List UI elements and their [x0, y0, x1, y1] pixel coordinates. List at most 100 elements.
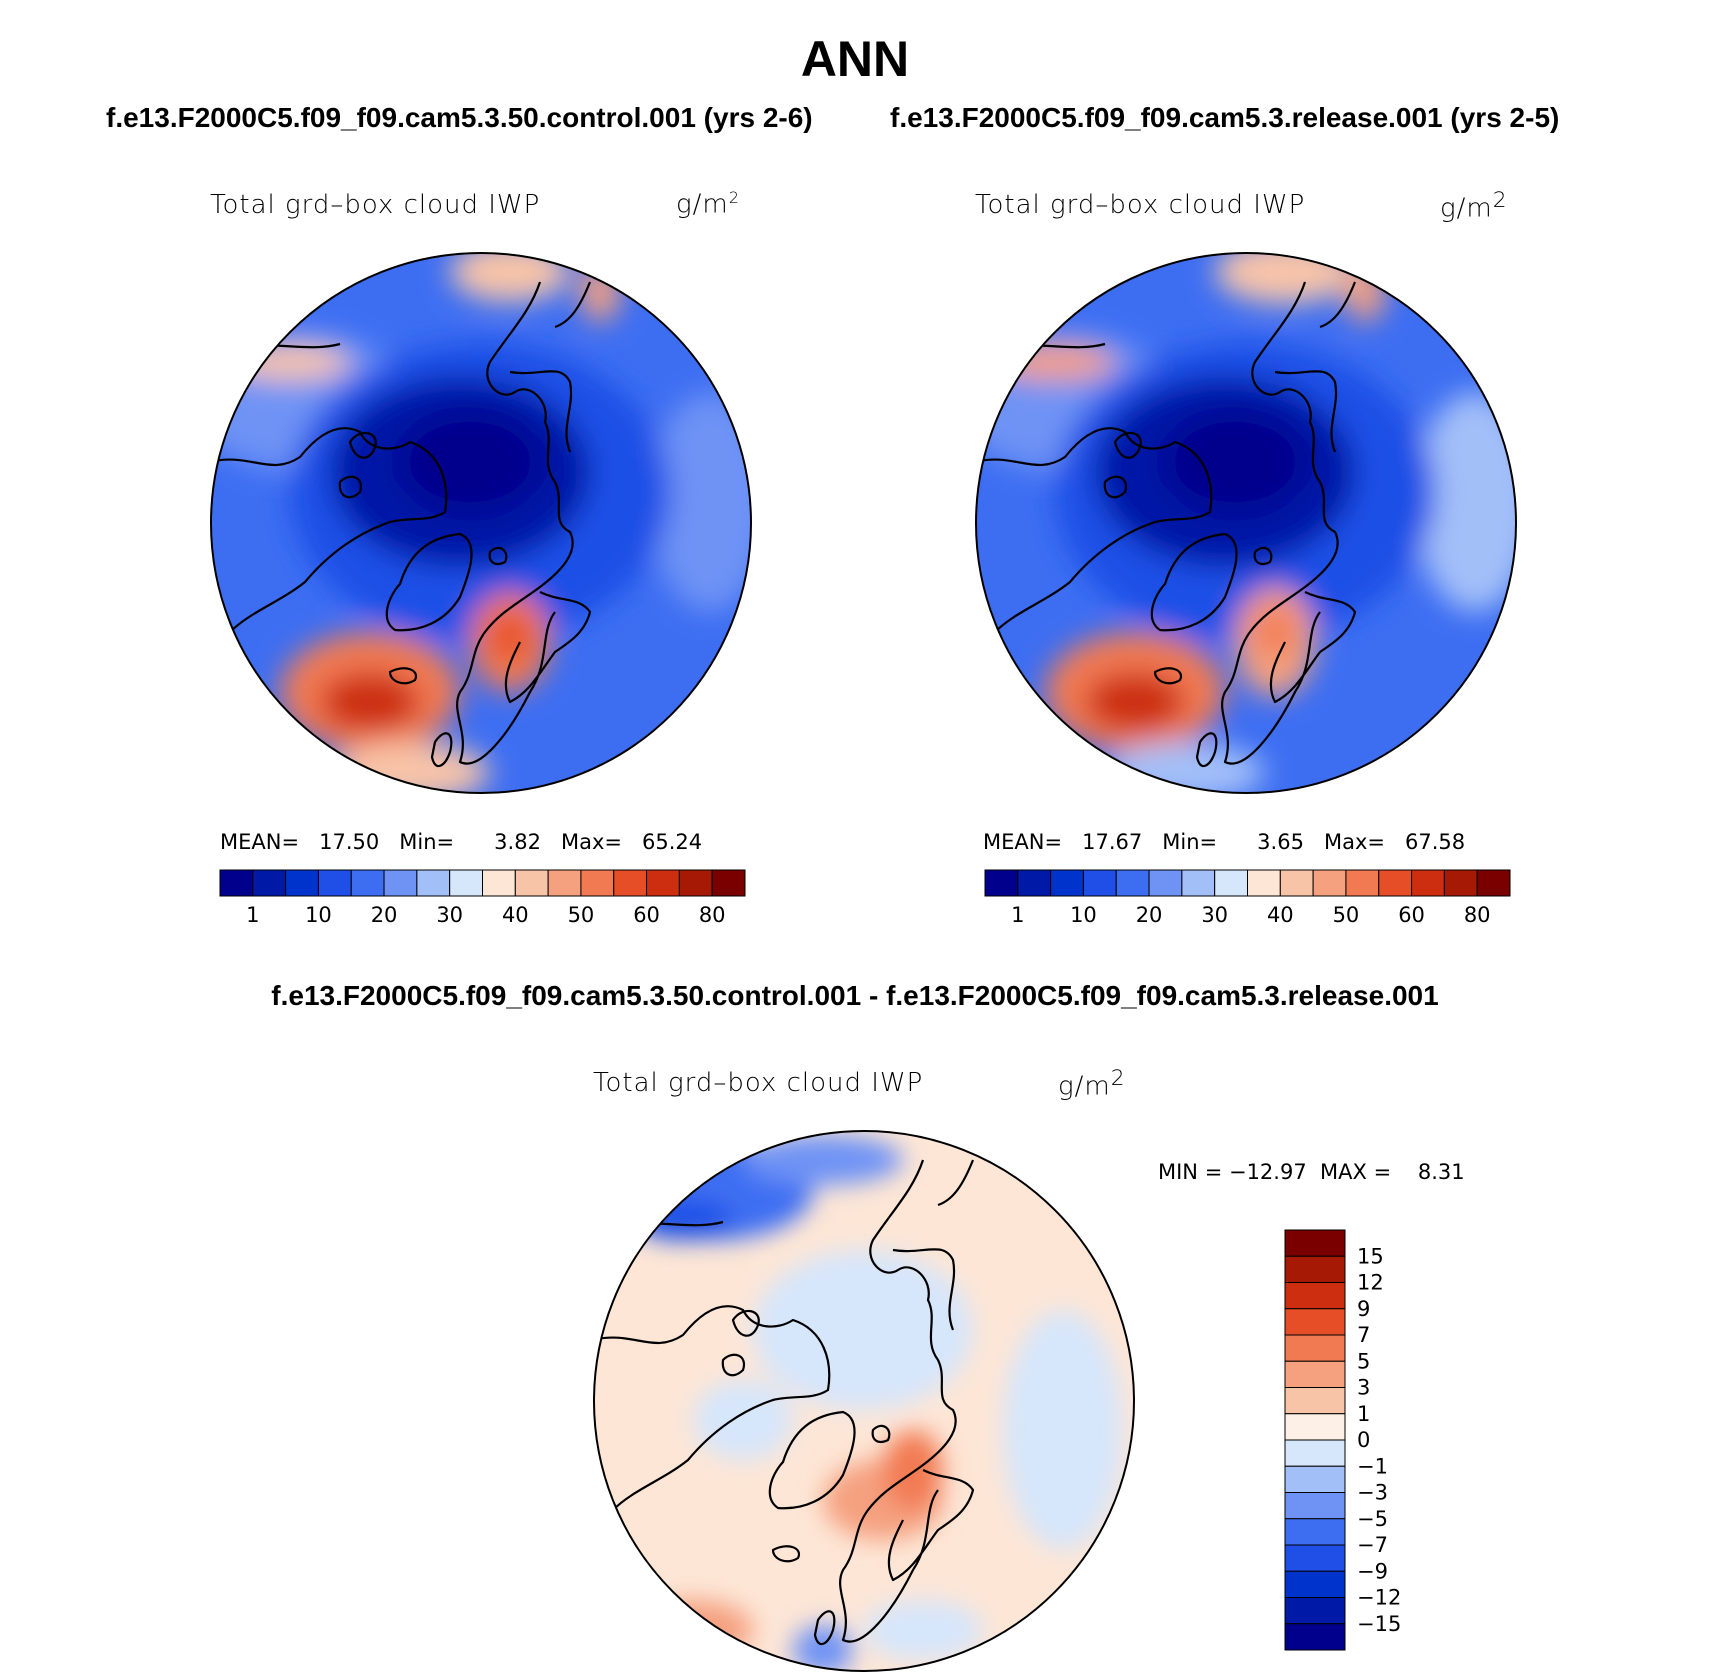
diff-colorbar-box	[1284, 1282, 1346, 1310]
right-map-iceland	[1153, 667, 1183, 685]
diff-stats: MIN = −12.97 MAX = 8.31	[1158, 1160, 1465, 1184]
diff-colorbar-tick-label: −9	[1357, 1559, 1388, 1583]
diff-map-pacific-deep	[633, 1200, 733, 1240]
left-colorbar-tick-label: 60	[633, 903, 660, 927]
left-map-greenland	[385, 532, 473, 632]
diff-colorbar-box	[1284, 1570, 1346, 1598]
right-map-eurasia	[1221, 281, 1339, 765]
diff-colorbar-box	[1284, 1387, 1346, 1415]
diff-colorbar-box	[1284, 1492, 1346, 1520]
diff-plot-units: g/m2	[1058, 1066, 1126, 1102]
right-colorbar-tick-label: 80	[1464, 903, 1491, 927]
right-colorbar-box	[1443, 869, 1478, 897]
right-map-border	[975, 252, 1517, 794]
diff-map-norway-warm	[883, 1430, 943, 1510]
left-map-arctic-deep	[400, 412, 540, 512]
left-colorbar-box	[285, 869, 319, 897]
diff-colorbar-box	[1284, 1255, 1346, 1283]
diff-map-svalbard	[871, 1424, 891, 1444]
diff-colorbar-box	[1284, 1623, 1346, 1651]
diff-colorbar-tick-label: −12	[1357, 1586, 1401, 1610]
figure-title: ANN	[800, 31, 910, 87]
diff-colorbar-box	[1284, 1334, 1346, 1362]
left-colorbar-box	[580, 869, 615, 897]
diff-map-kamchatka	[937, 1159, 975, 1207]
right-map-british-isles	[1195, 732, 1218, 768]
diff-plot-variable-label: Total grd–box cloud IWP	[593, 1068, 924, 1098]
diff-colorbar-tick-label: 9	[1357, 1297, 1370, 1321]
diff-map-scandinavia	[887, 1469, 975, 1582]
left-map-british-isles	[430, 732, 453, 768]
diff-colorbar-tick-label: −5	[1357, 1507, 1388, 1531]
right-colorbar-box	[1312, 869, 1347, 897]
right-map-atlantic-core	[1085, 672, 1185, 732]
right-colorbar-box	[984, 869, 1019, 897]
left-colorbar-box	[514, 869, 549, 897]
left-colorbar-box	[317, 869, 352, 897]
left-case-title: f.e13.F2000C5.f09_f09.cam5.3.50.control.…	[106, 102, 813, 133]
left-colorbar-box	[613, 869, 648, 897]
right-colorbar-tick-label: 10	[1070, 903, 1097, 927]
left-map-alaska-warm	[230, 344, 350, 380]
left-colorbar-box	[449, 869, 483, 897]
left-colorbar-tick-label: 50	[568, 903, 595, 927]
left-colorbar-tick-label: 30	[436, 903, 463, 927]
right-map-svalbard	[1253, 546, 1273, 566]
right-colorbar-box	[1411, 869, 1445, 897]
right-colorbar-tick-label: 40	[1267, 903, 1294, 927]
left-map-kamchatka	[554, 281, 592, 329]
right-map-russia-north	[1274, 370, 1338, 453]
difference-polar-map	[593, 1130, 1135, 1672]
right-colorbar-box	[1082, 869, 1117, 897]
right-colorbar-box	[1279, 869, 1314, 897]
right-colorbar-box	[1214, 869, 1248, 897]
right-colorbar-box	[1148, 869, 1183, 897]
left-map-svalbard	[488, 546, 508, 566]
left-map-iceland	[388, 667, 418, 685]
left-colorbar-box	[678, 869, 713, 897]
left-plot-units: g/m2	[676, 188, 740, 220]
diff-map-cool-center	[753, 1250, 973, 1410]
right-map-arctic-deep	[1165, 412, 1305, 512]
right-map-greenland	[1150, 532, 1238, 632]
right-colorbar-tick-label: 60	[1398, 903, 1425, 927]
diff-colorbar-tick-label: 0	[1357, 1428, 1370, 1452]
right-map-alaska-warm	[995, 344, 1115, 380]
left-colorbar: 1 10 20 30 40 50 60 80	[219, 869, 746, 927]
left-colorbar-box	[547, 869, 582, 897]
diff-map-eurasia	[839, 1159, 957, 1643]
left-map-archipelago	[338, 431, 377, 499]
left-plot-variable-label: Total grd–box cloud IWP	[210, 190, 541, 220]
diff-colorbar-tick-label: 15	[1357, 1244, 1384, 1268]
right-colorbar-box	[1247, 869, 1281, 897]
left-colorbar-box	[219, 869, 254, 897]
diff-colorbar-box	[1284, 1518, 1346, 1546]
right-polar-map	[975, 252, 1517, 794]
right-colorbar-box	[1017, 869, 1052, 897]
diff-colorbar-box	[1284, 1413, 1346, 1441]
diff-map-iceland	[771, 1545, 801, 1563]
right-map-kamchatka	[1319, 281, 1357, 329]
right-stats: MEAN= 17.67 Min= 3.65 Max= 67.58	[983, 830, 1466, 854]
right-colorbar-tick-label: 50	[1333, 903, 1360, 927]
right-colorbar-tick-label: 30	[1201, 903, 1228, 927]
difference-case-title: f.e13.F2000C5.f09_f09.cam5.3.50.control.…	[271, 980, 1439, 1011]
left-colorbar-tick-label: 10	[305, 903, 332, 927]
right-plot-variable-label: Total grd–box cloud IWP	[975, 190, 1306, 220]
diff-map-cool-patch	[693, 1380, 793, 1460]
left-colorbar-box	[646, 869, 680, 897]
left-colorbar-box	[252, 869, 287, 897]
diff-colorbar-box	[1284, 1597, 1346, 1625]
left-colorbar-tick-label: 80	[699, 903, 726, 927]
right-colorbar-box	[1115, 869, 1150, 897]
left-map-scandinavia	[504, 591, 592, 704]
right-map-archipelago	[1103, 431, 1142, 499]
left-map-border	[210, 252, 752, 794]
diff-map-cool-east	[1003, 1310, 1123, 1550]
diff-map-pacific-light	[743, 1135, 903, 1185]
right-map-scandinavia	[1269, 591, 1357, 704]
diff-colorbar-tick-label: −15	[1357, 1612, 1401, 1636]
right-map-norway-core	[1255, 607, 1295, 657]
right-colorbar-box	[1378, 869, 1413, 897]
